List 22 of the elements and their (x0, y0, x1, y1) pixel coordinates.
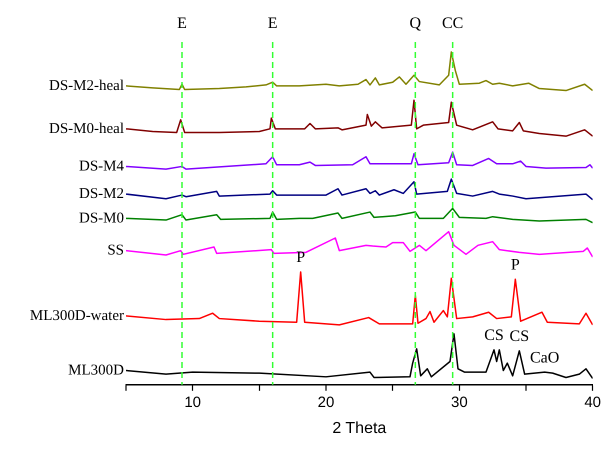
x-axis-title: 2 Theta (332, 420, 386, 437)
series-label: DS-M4 (78, 158, 124, 174)
series-label: SS (107, 242, 124, 259)
annotation: P (510, 256, 520, 274)
series-label: DS-M2-heal (49, 78, 124, 94)
x-tick-label: 30 (450, 394, 468, 411)
annotation: P (296, 249, 306, 266)
ref-line-label: CC (442, 15, 464, 32)
series-label: DS-M0 (78, 210, 124, 226)
ref-line-label: Q (410, 15, 422, 32)
x-tick-label: 10 (184, 394, 202, 411)
x-tick-label: 20 (318, 394, 334, 411)
annotation: CaO (530, 349, 560, 366)
series-label: DS-M2 (78, 186, 124, 202)
series-label: DS-M0-heal (49, 120, 124, 137)
x-tick-label: 40 (584, 394, 601, 411)
annotation: CS (484, 327, 504, 344)
ref-line-label: E (177, 15, 187, 32)
ref-line-label: E (268, 15, 278, 32)
annotation: CS (510, 328, 530, 346)
series-label: ML300D (68, 362, 124, 378)
series-label: ML300D-water (30, 308, 124, 324)
